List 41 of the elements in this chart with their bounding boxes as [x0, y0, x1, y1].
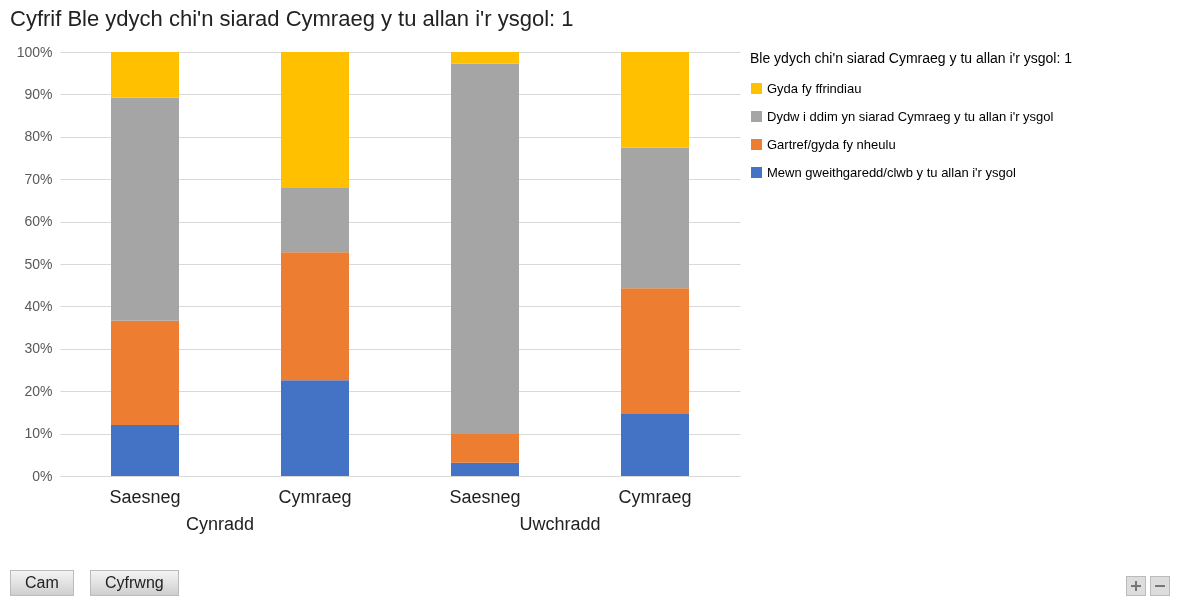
bar: [111, 52, 179, 98]
y-tick-label: 20%: [24, 382, 53, 399]
y-tick-label: 40%: [24, 297, 53, 314]
y-tick-label: 50%: [24, 255, 53, 272]
bar: [111, 97, 179, 321]
text: Uwchradd: [519, 514, 601, 535]
bar: [281, 188, 349, 253]
bar: [621, 414, 689, 476]
y-tick-label: 60%: [24, 213, 53, 230]
y-tick-label: 70%: [24, 170, 53, 187]
text: Cam: [10, 570, 74, 596]
legend-label: Mewn gweithgaredd/clwb y tu allan i'r ysgol: [767, 164, 1016, 180]
legend-title: Ble ydych chi'n siarad Cymraeg y tu allan i'r ysgol: 1: [750, 50, 1073, 66]
bar: [451, 63, 519, 435]
legend-label: Gartref/gyda fy nheulu: [767, 136, 896, 152]
bar: [451, 434, 519, 463]
bar: [111, 425, 179, 476]
y-tick-label: 0%: [32, 467, 53, 484]
bar: [111, 320, 179, 426]
y-tick-label: 90%: [24, 85, 53, 102]
y-tick-label: 80%: [24, 128, 53, 145]
bar: [621, 52, 689, 148]
bar: [281, 252, 349, 381]
x-tick-label: Saesneg: [109, 486, 181, 507]
x-tick-label: Cymraeg: [618, 486, 692, 507]
legend-label: Gyda fy ffrindiau: [767, 80, 862, 96]
y-tick-label: 30%: [24, 340, 53, 357]
y-tick-label: 100%: [16, 43, 53, 60]
bar: [451, 52, 519, 64]
text: Cyfrwng: [90, 570, 179, 596]
chart-title: Cyfrif Ble ydych chi'n siarad Cymraeg y tu allan i'r ysgol: 1: [10, 6, 574, 31]
text: Cynradd: [185, 514, 255, 535]
x-tick-label: Cymraeg: [278, 486, 352, 507]
y-tick-label: 10%: [24, 425, 53, 442]
bar: [621, 147, 689, 289]
x-tick-label: Saesneg: [449, 486, 521, 507]
bar: [451, 462, 519, 476]
bar: [621, 288, 689, 415]
bar: [281, 52, 349, 189]
legend-label: Dydw i ddim yn siarad Cymraeg y tu allan i'r ysgol: [767, 108, 1054, 124]
bar: [281, 380, 349, 476]
